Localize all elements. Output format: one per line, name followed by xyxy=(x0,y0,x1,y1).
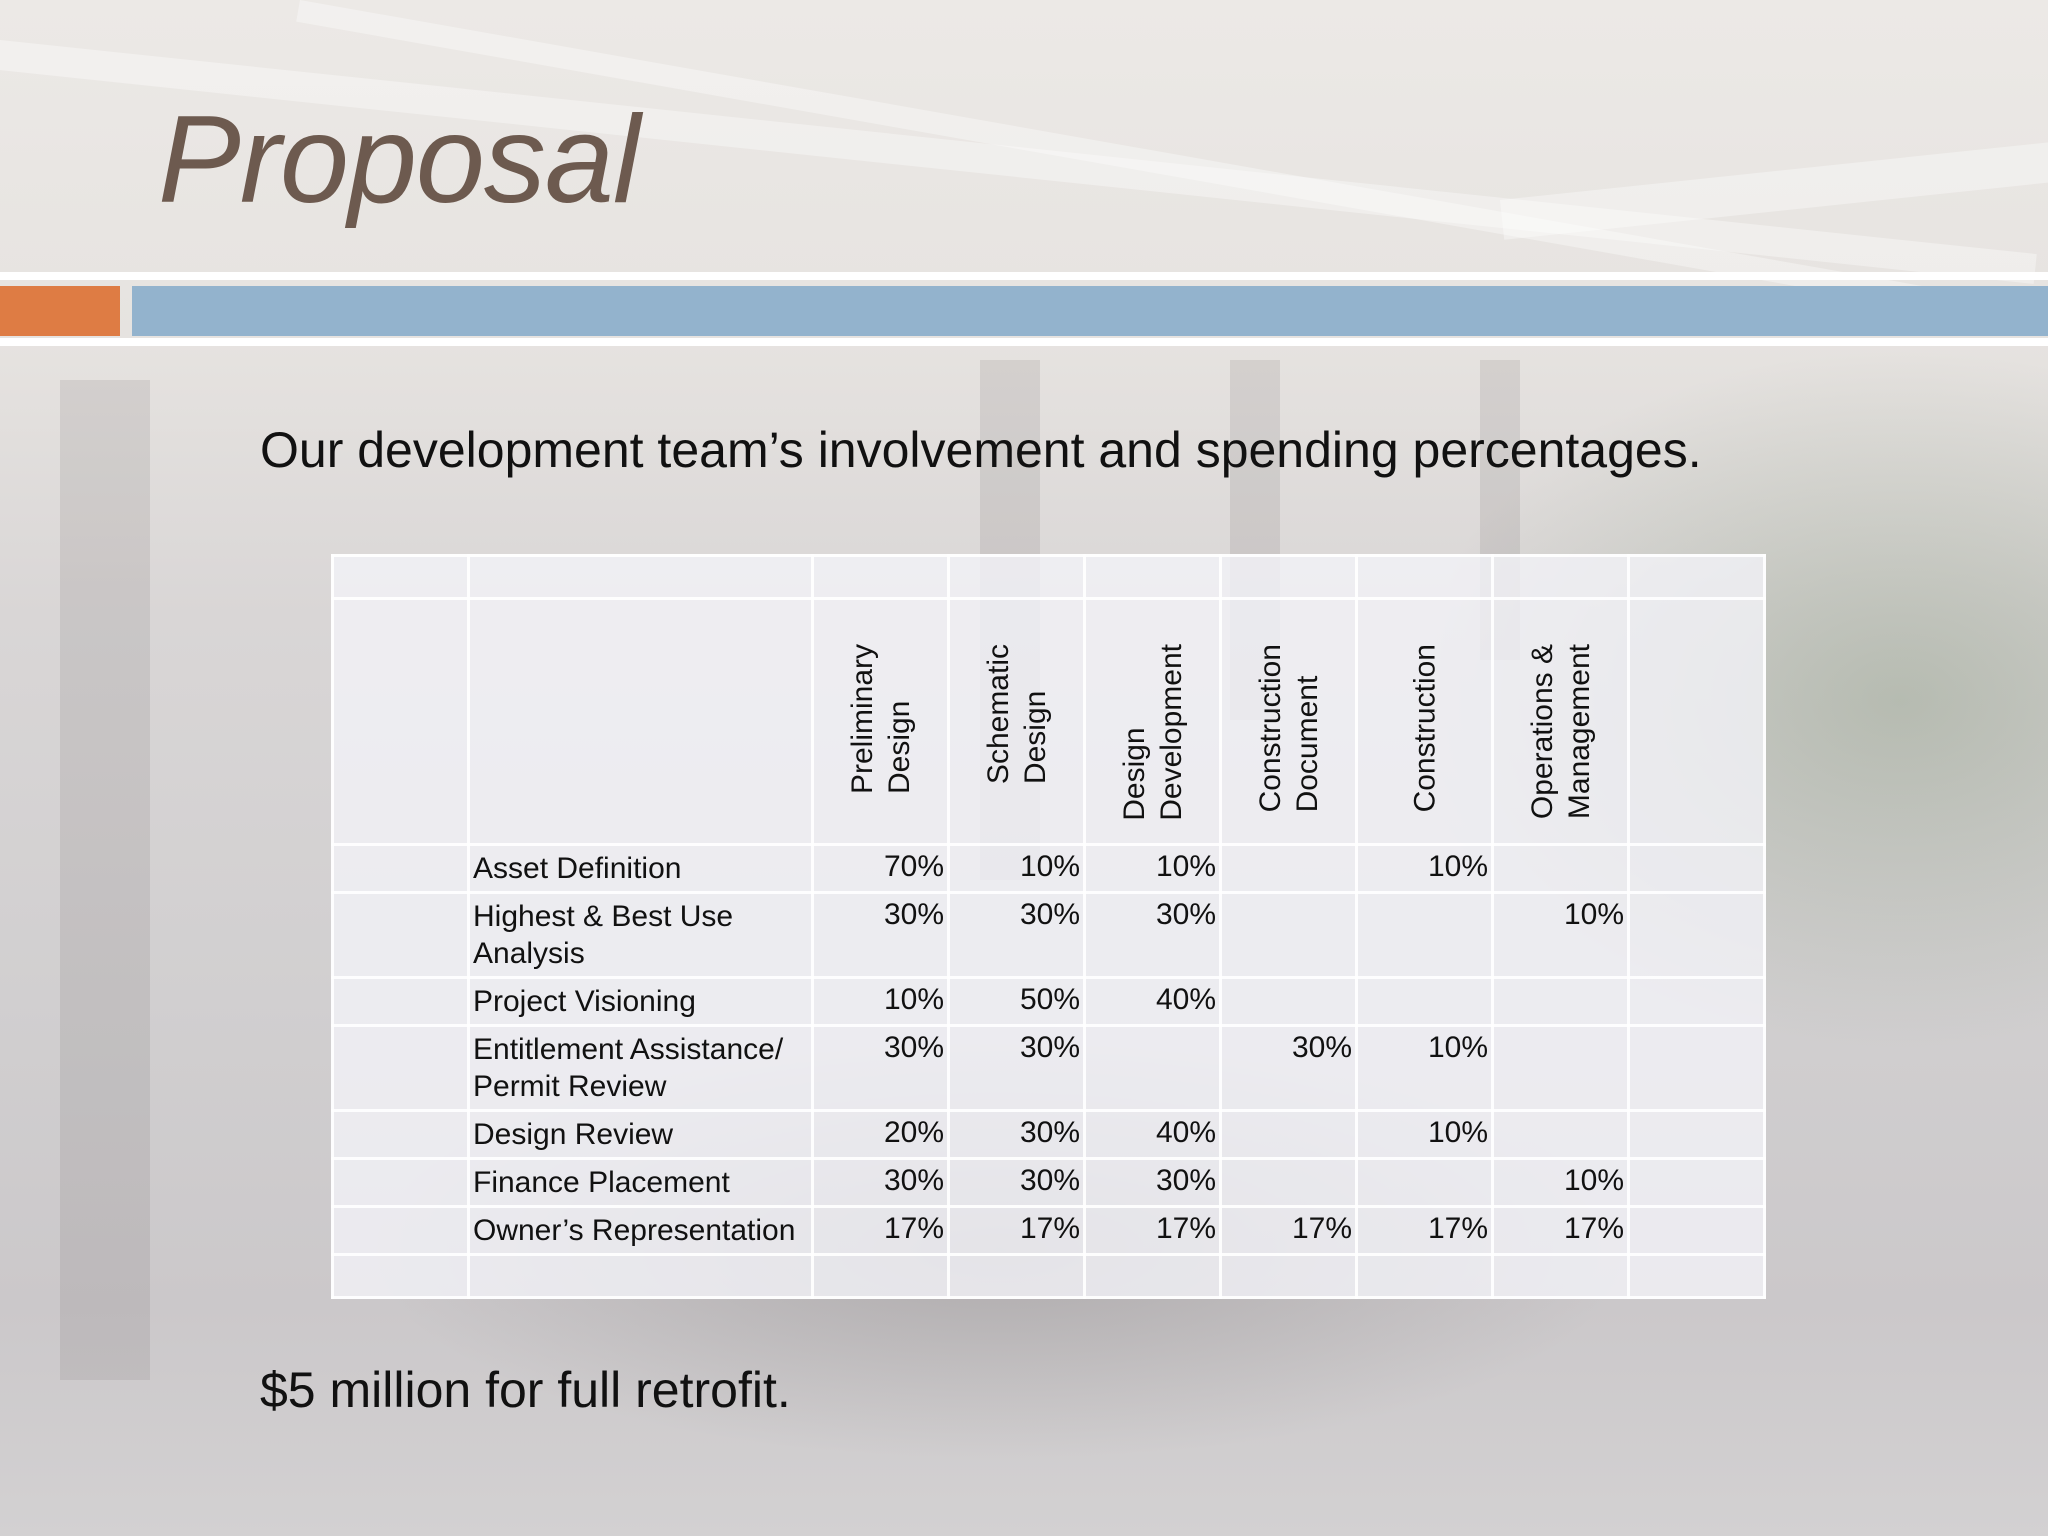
table-cell xyxy=(1219,1157,1358,1208)
table-cell: 10% xyxy=(1355,1109,1494,1160)
table-cell: 17% xyxy=(1219,1205,1358,1256)
table-cell: 17% xyxy=(811,1205,950,1256)
table-cell: 30% xyxy=(947,1024,1086,1112)
table-cell: 10% xyxy=(1491,1157,1630,1208)
table-spacer-row xyxy=(331,1253,1766,1299)
table-row: Asset Definition 70% 10% 10% 10% xyxy=(331,843,1766,894)
table-cell: 40% xyxy=(1083,1109,1222,1160)
column-header-label: Operations & Management xyxy=(1525,644,1596,820)
slide-title: Proposal xyxy=(158,91,640,229)
column-header-label: Design Development xyxy=(1117,644,1188,821)
table-cell: 10% xyxy=(1355,843,1494,894)
table-row: Entitlement Assistance/ Permit Review 30… xyxy=(331,1024,1766,1112)
row-label: Entitlement Assistance/ Permit Review xyxy=(467,1024,814,1112)
table-cell xyxy=(1491,976,1630,1027)
table-cell: 30% xyxy=(947,891,1086,979)
table-cell xyxy=(1219,976,1358,1027)
column-header-label: Schematic Design xyxy=(981,644,1052,785)
column-header: Schematic Design xyxy=(947,597,1086,846)
column-header: Design Development xyxy=(1083,597,1222,846)
divider-line xyxy=(0,272,2048,280)
table-cell xyxy=(1355,976,1494,1027)
divider-line xyxy=(0,338,2048,346)
column-header-label: Construction Document xyxy=(1253,644,1324,813)
column-header: Construction xyxy=(1355,597,1494,846)
column-header-label: Preliminary Design xyxy=(845,644,916,795)
table-cell: 30% xyxy=(1083,891,1222,979)
table-row: Owner’s Representation 17% 17% 17% 17% 1… xyxy=(331,1205,1766,1256)
column-header-label: Construction xyxy=(1408,644,1441,813)
table-cell: 30% xyxy=(947,1157,1086,1208)
table-cell xyxy=(1219,1109,1358,1160)
accent-bar-blue xyxy=(132,286,2048,336)
accent-bar-orange xyxy=(0,286,120,336)
row-label: Project Visioning xyxy=(467,976,814,1027)
table-cell xyxy=(1355,1157,1494,1208)
table-row: Finance Placement 30% 30% 30% 10% xyxy=(331,1157,1766,1208)
table-cell: 30% xyxy=(947,1109,1086,1160)
table-cell: 17% xyxy=(1491,1205,1630,1256)
table-cell xyxy=(1083,1024,1222,1112)
table-cell xyxy=(1219,891,1358,979)
table-cell: 30% xyxy=(811,1157,950,1208)
table-cell: 30% xyxy=(1219,1024,1358,1112)
table-cell: 10% xyxy=(811,976,950,1027)
table-cell: 30% xyxy=(811,1024,950,1112)
table-cell: 17% xyxy=(947,1205,1086,1256)
table-cell: 10% xyxy=(1083,843,1222,894)
table-cell: 10% xyxy=(947,843,1086,894)
table-row: Design Review 20% 30% 40% 10% xyxy=(331,1109,1766,1160)
column-header: Preliminary Design xyxy=(811,597,950,846)
table-cell xyxy=(1219,843,1358,894)
background-post xyxy=(60,380,150,1380)
table-cell: 10% xyxy=(1355,1024,1494,1112)
table-cell xyxy=(1491,1024,1630,1112)
budget-note: $5 million for full retrofit. xyxy=(260,1362,791,1418)
table-cell xyxy=(1491,1109,1630,1160)
involvement-table: Preliminary Design Schematic Design Desi… xyxy=(331,554,1766,1299)
column-header: Construction Document xyxy=(1219,597,1358,846)
column-header: Operations & Management xyxy=(1491,597,1630,846)
table-cell: 40% xyxy=(1083,976,1222,1027)
row-label: Highest & Best Use Analysis xyxy=(467,891,814,979)
table-header-row: Preliminary Design Schematic Design Desi… xyxy=(331,597,1766,846)
table-cell xyxy=(1491,843,1630,894)
table-cell: 17% xyxy=(1083,1205,1222,1256)
table-spacer-row xyxy=(331,554,1766,600)
table-cell: 70% xyxy=(811,843,950,894)
table-cell: 50% xyxy=(947,976,1086,1027)
background-beam xyxy=(1500,137,2048,240)
row-label: Asset Definition xyxy=(467,843,814,894)
table-cell: 20% xyxy=(811,1109,950,1160)
table-cell: 17% xyxy=(1355,1205,1494,1256)
row-label: Design Review xyxy=(467,1109,814,1160)
table-cell: 10% xyxy=(1491,891,1630,979)
row-label: Owner’s Representation xyxy=(467,1205,814,1256)
row-label: Finance Placement xyxy=(467,1157,814,1208)
slide-subtitle: Our development team’s involvement and s… xyxy=(260,422,1702,478)
table-row: Project Visioning 10% 50% 40% xyxy=(331,976,1766,1027)
table-cell: 30% xyxy=(811,891,950,979)
table-row: Highest & Best Use Analysis 30% 30% 30% … xyxy=(331,891,1766,979)
table-cell: 30% xyxy=(1083,1157,1222,1208)
table-cell xyxy=(1355,891,1494,979)
